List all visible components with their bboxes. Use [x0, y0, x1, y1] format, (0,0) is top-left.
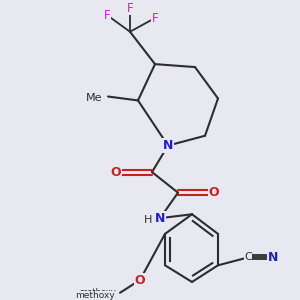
Text: O: O: [209, 186, 219, 199]
Text: O: O: [135, 274, 145, 286]
Text: N: N: [268, 251, 278, 264]
Text: methoxy: methoxy: [75, 291, 115, 300]
Text: N: N: [163, 139, 173, 152]
Text: C: C: [244, 252, 252, 262]
Text: Me: Me: [85, 94, 102, 103]
Text: F: F: [152, 11, 158, 25]
Text: N: N: [155, 212, 165, 225]
Text: H: H: [144, 215, 152, 225]
Text: F: F: [127, 2, 133, 15]
Text: O: O: [111, 166, 121, 178]
Text: F: F: [104, 9, 110, 22]
Text: methoxy: methoxy: [79, 288, 116, 297]
